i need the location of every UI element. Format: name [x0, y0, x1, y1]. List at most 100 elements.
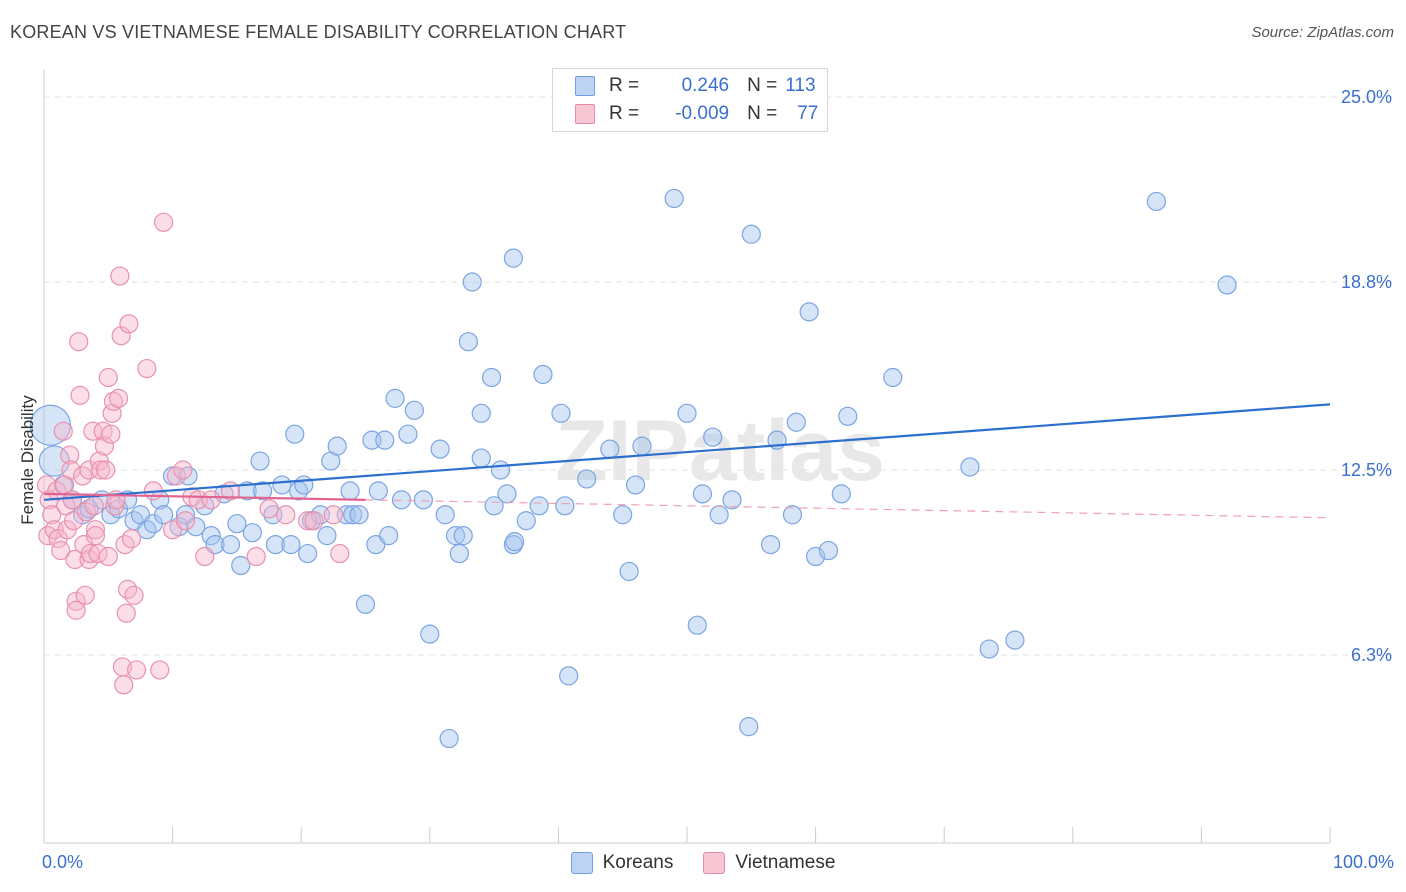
vietnamese-point: [93, 421, 113, 441]
koreans-point: [178, 466, 198, 486]
vietnamese-point: [298, 511, 318, 531]
koreans-point: [687, 615, 707, 635]
vietnamese-point: [114, 675, 134, 695]
series-vietnamese: [36, 212, 350, 695]
legend-r-label: R =: [609, 103, 640, 124]
vietnamese-point: [90, 460, 111, 480]
koreans-point: [551, 403, 571, 423]
legend-n-value: 113: [785, 75, 816, 96]
trend-line-koreans: [43, 403, 1331, 501]
koreans-point: [632, 436, 652, 456]
chart-title: KOREAN VS VIETNAMESE FEMALE DISABILITY C…: [10, 22, 627, 42]
vietnamese-point: [175, 511, 196, 531]
koreans-point: [471, 448, 491, 468]
koreans-point: [799, 302, 819, 322]
koreans-point: [272, 475, 292, 495]
koreans-point: [420, 624, 440, 644]
vietnamese-point: [246, 546, 266, 567]
koreans-point: [960, 457, 980, 477]
koreans-point: [1146, 191, 1166, 212]
vietnamese-point: [75, 585, 95, 605]
koreans-point: [979, 639, 999, 659]
koreans-point: [559, 666, 579, 686]
koreans-point: [505, 532, 525, 552]
koreans-point: [600, 439, 620, 459]
koreans-point: [445, 526, 466, 546]
koreans-point: [782, 505, 803, 525]
koreans-point: [237, 481, 257, 501]
vietnamese-point: [69, 332, 89, 352]
legend-item-koreans: Koreans: [570, 852, 674, 874]
koreans-point: [435, 505, 455, 525]
vietnamese-point: [76, 502, 97, 522]
y-tick-label-1: 18.8%: [1341, 272, 1392, 292]
legend-label-koreans: Koreans: [602, 852, 674, 873]
vietnamese-point: [150, 660, 170, 680]
koreans-point: [1217, 275, 1237, 295]
koreans-point: [490, 460, 511, 480]
koreans-point: [625, 475, 646, 495]
legend-row-vietnamese: R = -0.009 N = 77: [575, 101, 818, 127]
koreans-point: [391, 490, 412, 510]
vietnamese-point: [330, 543, 350, 564]
koreans-point: [741, 224, 761, 244]
koreans-point: [883, 367, 903, 388]
koreans-point: [760, 534, 781, 555]
koreans-point: [242, 523, 262, 543]
koreans-point: [831, 484, 851, 504]
koreans-point: [327, 436, 347, 456]
vietnamese-point: [105, 496, 125, 516]
koreans-point: [355, 594, 376, 614]
koreans-point: [497, 484, 517, 504]
vietnamese-point: [94, 436, 115, 456]
koreans-point: [265, 534, 286, 555]
vietnamese-point: [119, 314, 139, 334]
koreans-point: [231, 555, 251, 576]
koreans-point: [404, 400, 424, 420]
koreans-point: [533, 364, 553, 385]
koreans-point: [613, 505, 633, 525]
legend-label-vietnamese: Vietnamese: [735, 852, 836, 873]
tick-labels: 25.0% 18.8% 12.5% 6.3%: [1341, 87, 1392, 665]
koreans-point: [577, 469, 597, 489]
legend-swatch-koreans: [575, 76, 595, 96]
y-tick-label-3: 6.3%: [1351, 645, 1392, 665]
koreans-point: [462, 272, 482, 292]
vietnamese-point: [42, 505, 62, 525]
x-tick-label-max: 100.0%: [1332, 852, 1394, 872]
legend-n-value: 77: [797, 103, 819, 124]
vietnamese-point: [85, 520, 106, 540]
koreans-point: [227, 514, 247, 534]
koreans-point: [555, 496, 575, 516]
vietnamese-point: [111, 326, 131, 346]
koreans-point: [250, 451, 270, 471]
koreans-point: [186, 517, 206, 537]
vietnamese-point: [201, 490, 221, 510]
series-legend: Koreans Vietnamese: [0, 852, 1406, 874]
legend-r-value: -0.009: [675, 103, 730, 124]
legend-r-label: R =: [609, 75, 640, 96]
koreans-point: [317, 526, 337, 546]
vietnamese-point: [126, 660, 147, 680]
legend-r-value: 0.246: [681, 75, 730, 96]
koreans-point: [481, 367, 502, 388]
trend-line-vietnamese-extension: [365, 499, 1331, 519]
legend-swatch-vietnamese: [575, 104, 595, 124]
koreans-point: [439, 728, 459, 749]
koreans-point: [722, 490, 742, 510]
koreans-point: [471, 403, 491, 423]
koreans-point: [818, 540, 839, 561]
y-axis-label: Female Disability: [18, 395, 37, 525]
koreans-point: [343, 505, 363, 525]
koreans-point: [703, 427, 723, 447]
koreans-point: [385, 388, 405, 408]
vietnamese-point: [66, 600, 86, 620]
vietnamese-point: [121, 529, 142, 549]
koreans-point: [484, 496, 504, 516]
koreans-point: [1005, 630, 1025, 650]
vietnamese-point: [85, 526, 106, 546]
koreans-point: [413, 490, 433, 510]
vietnamese-point: [124, 585, 144, 605]
koreans-point: [253, 481, 273, 501]
